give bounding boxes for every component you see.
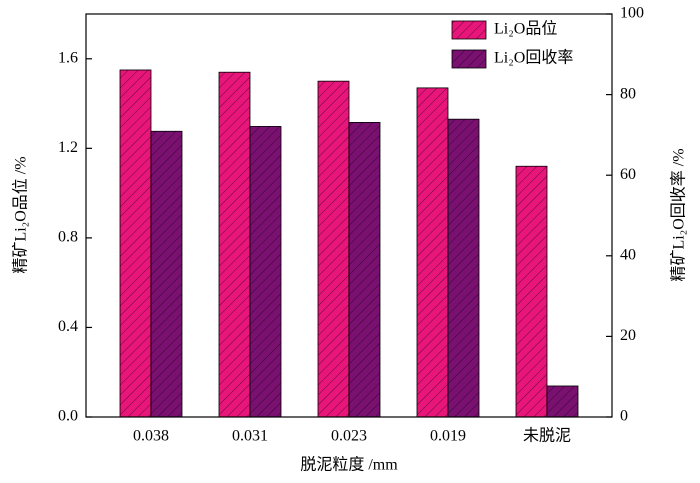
bar: [546, 385, 579, 418]
legend-swatch: [451, 20, 487, 40]
y-axis-label: 精矿Li₂O品位 /%: [12, 156, 30, 273]
legend-label: Li₂O品位: [494, 20, 557, 38]
y2-tick-label: 80: [620, 85, 636, 102]
bar: [249, 126, 282, 418]
plot-frame: [85, 13, 613, 418]
y2-tick-label: 0: [620, 408, 628, 425]
y2-tick-label: 100: [620, 5, 644, 22]
y-tick-label: 0.0: [58, 408, 78, 425]
y-tick-label: 0.4: [58, 318, 78, 335]
x-tick-label: 0.023: [331, 428, 367, 445]
y2-axis-label: 精矿Li₂O回收率 /%: [670, 148, 688, 281]
x-tick-label: 0.031: [232, 428, 268, 445]
bar: [218, 71, 251, 418]
y-tick-label: 1.2: [58, 139, 78, 156]
bar: [348, 122, 381, 418]
bar: [447, 118, 480, 418]
y-tick-label: 1.6: [58, 49, 78, 66]
x-tick-label: 未脱泥: [523, 427, 571, 445]
bar: [317, 80, 350, 418]
legend-label: Li₂O回收率: [494, 49, 573, 67]
bar: [150, 130, 183, 418]
y2-tick-label: 60: [620, 166, 636, 183]
x-tick-label: 0.038: [133, 428, 169, 445]
legend-swatch: [451, 49, 487, 69]
y2-tick-label: 20: [620, 327, 636, 344]
bar: [515, 165, 548, 418]
y-tick-label: 0.8: [58, 229, 78, 246]
y2-tick-label: 40: [620, 246, 636, 263]
x-tick-label: 0.019: [430, 428, 466, 445]
x-axis-label: 脱泥粒度 /mm: [300, 456, 398, 474]
bar: [416, 87, 449, 418]
bar: [119, 69, 152, 418]
